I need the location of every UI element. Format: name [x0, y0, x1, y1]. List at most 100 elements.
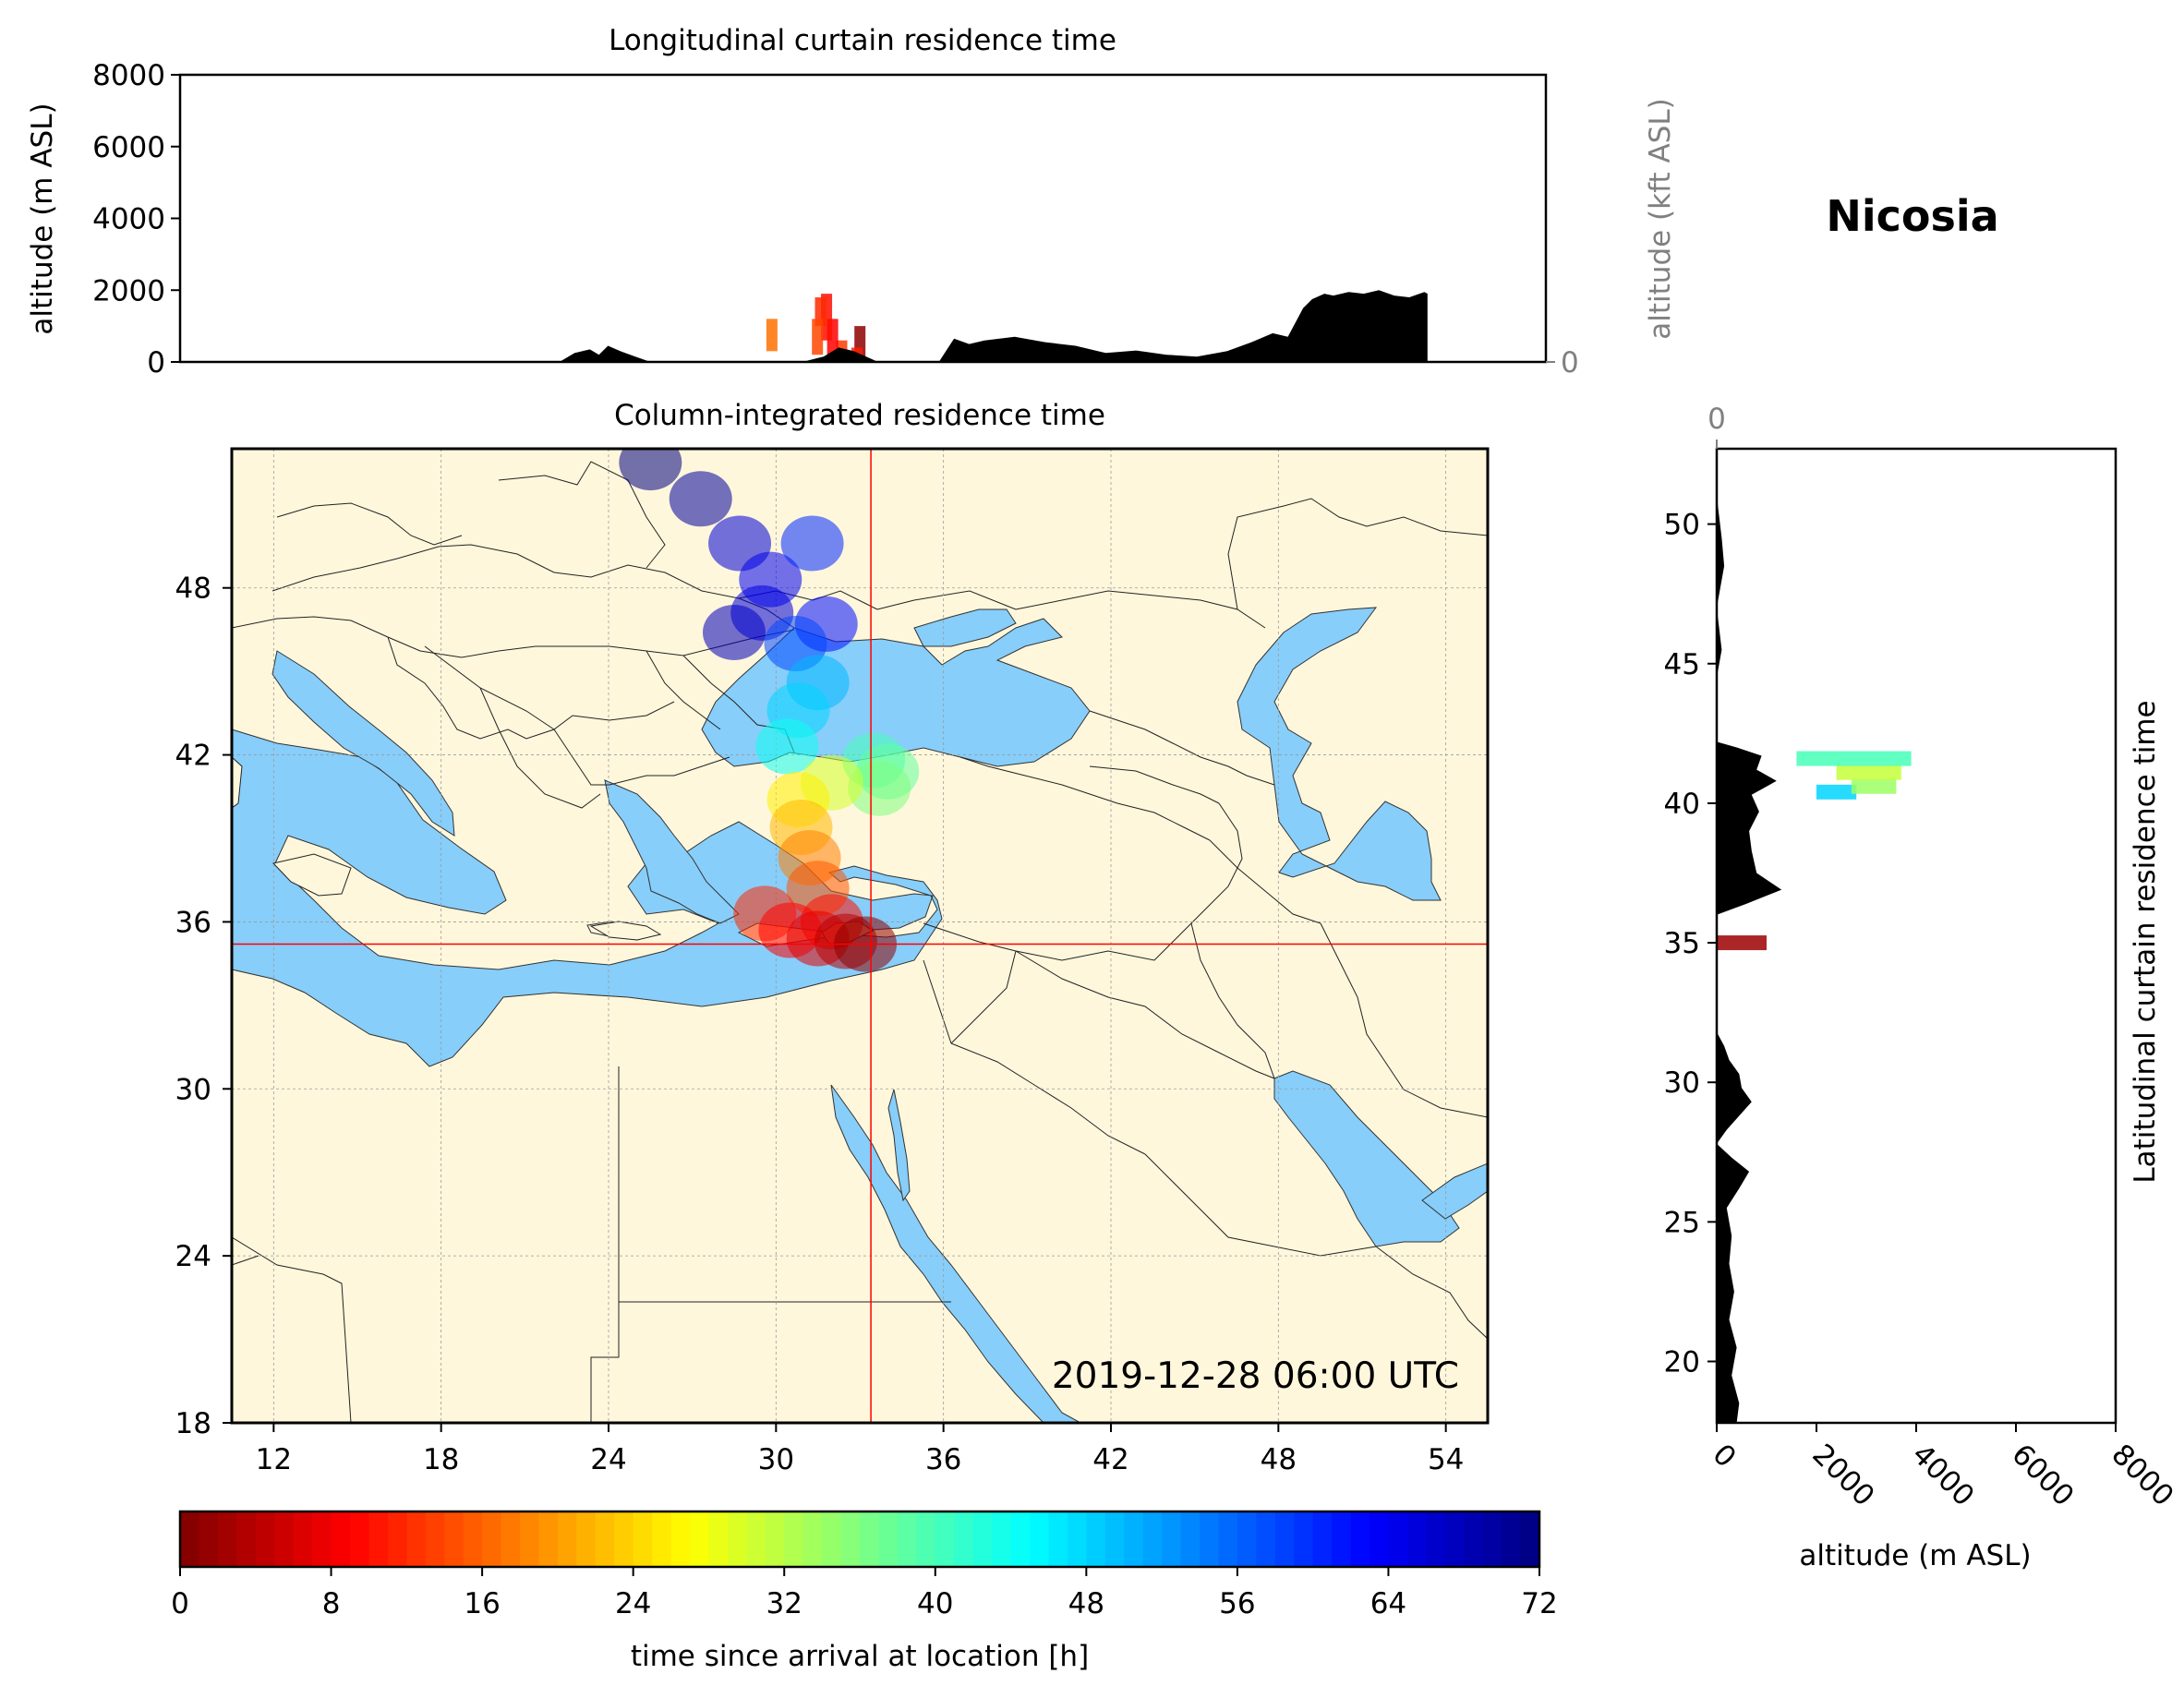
sardinia	[232, 756, 243, 809]
colorbar-band	[1218, 1511, 1238, 1567]
colorbar-band	[954, 1511, 974, 1567]
colorbar-band	[1370, 1511, 1390, 1567]
colorbar-band	[840, 1511, 861, 1567]
colorbar-band	[1350, 1511, 1370, 1567]
colorbar-frame	[178, 1510, 1541, 1569]
right-yaxis: 20 25 30 35 40 45 50	[1664, 509, 1717, 1379]
right-title: Latitudinal curtain residence time	[2129, 700, 2162, 1183]
map-ytick-label: 36	[175, 906, 211, 939]
plume-cell	[669, 471, 732, 527]
colorbar-band	[1332, 1511, 1352, 1567]
colorbar-band	[727, 1511, 747, 1567]
colorbar-band	[614, 1511, 634, 1567]
map-residence-plume	[619, 449, 920, 972]
gulf-of-aqaba	[887, 1089, 911, 1202]
plume-cell	[848, 760, 911, 816]
colorbar-band	[1520, 1511, 1540, 1567]
colorbar-band	[444, 1511, 465, 1567]
colorbar-band	[992, 1511, 1012, 1567]
colorbar-band	[463, 1511, 483, 1567]
right-residence-patches	[1717, 751, 1912, 951]
map-xtick-label: 12	[256, 1443, 292, 1476]
colorbar-band	[802, 1511, 823, 1567]
map-ytick-label: 30	[175, 1073, 211, 1106]
caspian-sea	[1237, 607, 1442, 901]
top-ylabel-right: altitude (kft ASL)	[1644, 98, 1677, 339]
colorbar-band	[746, 1511, 766, 1567]
top-residence-patch	[812, 319, 824, 355]
colorbar-band	[482, 1511, 502, 1567]
top-ytick-label: 8000	[92, 59, 165, 92]
sea-of-azov	[913, 608, 1017, 647]
colorbar-tick-label: 32	[766, 1587, 802, 1620]
right-plot-bg	[1717, 449, 2116, 1423]
colorbar-band	[765, 1511, 785, 1567]
colorbar-band	[406, 1511, 427, 1567]
colorbar-band	[199, 1511, 219, 1567]
colorbar-band	[1104, 1511, 1125, 1567]
right-xtick-label: 4000	[1905, 1438, 1980, 1512]
colorbar-band	[350, 1511, 370, 1567]
colorbar-band	[916, 1511, 936, 1567]
colorbar-tick-label: 72	[1521, 1587, 1557, 1620]
right-ytick-label: 50	[1664, 509, 1700, 542]
map-water-bodies	[232, 607, 1488, 1423]
colorbar-band	[652, 1511, 672, 1567]
colorbar-band	[520, 1511, 540, 1567]
colorbar-band	[1294, 1511, 1314, 1567]
colorbar-band	[784, 1511, 804, 1567]
colorbar-band	[670, 1511, 691, 1567]
right-residence-patch	[1851, 778, 1897, 794]
colorbar-band	[633, 1511, 653, 1567]
colorbar-band	[1237, 1511, 1257, 1567]
station-name: Nicosia	[1826, 191, 1998, 241]
colorbar-band	[387, 1511, 407, 1567]
right-residence-patch	[1836, 765, 1901, 780]
right-terrain-profile	[1717, 449, 1782, 1423]
plume-cell	[619, 449, 682, 491]
top-ytick-label: 6000	[92, 131, 165, 164]
right-xtick-label: 0	[1706, 1438, 1742, 1474]
right-ytick-label: 20	[1664, 1345, 1700, 1379]
colorbar-tick-label: 24	[615, 1587, 651, 1620]
plume-cell	[780, 515, 844, 572]
colorbar-band	[217, 1511, 237, 1567]
colorbar-band	[1010, 1511, 1031, 1567]
top-ytick-label: 4000	[92, 203, 165, 236]
gulf-of-oman	[1421, 1162, 1488, 1220]
map-xtick-label: 30	[758, 1443, 794, 1476]
colorbar-band	[1200, 1511, 1220, 1567]
map-xaxis: 12 18 24 30 36 42 48 54	[256, 1423, 1464, 1476]
right-residence-patch	[1717, 935, 1767, 951]
colorbar-band	[538, 1511, 559, 1567]
colorbar-band	[425, 1511, 445, 1567]
colorbar: 0 8 16 24 32 40 48 56 64 72 time since arrival at…	[171, 1510, 1558, 1673]
colorbar-band	[1142, 1511, 1163, 1567]
colorbar-band	[1464, 1511, 1484, 1567]
map-xtick-label: 24	[590, 1443, 626, 1476]
colorbar-label: time since arrival at location [h]	[631, 1640, 1089, 1673]
top-panel: Longitudinal curtain residence time 0 200…	[26, 24, 1677, 379]
colorbar-tick-label: 16	[464, 1587, 500, 1620]
map-panel: Column-integrated residence time	[175, 399, 1490, 1476]
colorbar-band	[935, 1511, 955, 1567]
right-xtick-label: 6000	[2005, 1438, 2080, 1512]
map-timestamp: 2019-12-28 06:00 UTC	[1052, 1355, 1459, 1397]
colorbar-tick-label: 56	[1219, 1587, 1255, 1620]
colorbar-band	[878, 1511, 899, 1567]
colorbar-band	[860, 1511, 880, 1567]
map-xtick-label: 42	[1092, 1443, 1128, 1476]
colorbar-band	[1426, 1511, 1446, 1567]
sicily	[272, 853, 352, 897]
top-ylabel: altitude (m ASL)	[26, 102, 59, 334]
persian-gulf	[1273, 1070, 1460, 1247]
colorbar-band	[501, 1511, 521, 1567]
colorbar-band	[312, 1511, 332, 1567]
aegean-sea	[604, 779, 740, 924]
top-panel-title: Longitudinal curtain residence time	[609, 24, 1116, 57]
colorbar-band	[1030, 1511, 1050, 1567]
map-xtick-label: 48	[1261, 1443, 1297, 1476]
colorbar-band	[1388, 1511, 1408, 1567]
top-left-yaxis: 0 2000 4000 6000 8000	[92, 59, 180, 379]
